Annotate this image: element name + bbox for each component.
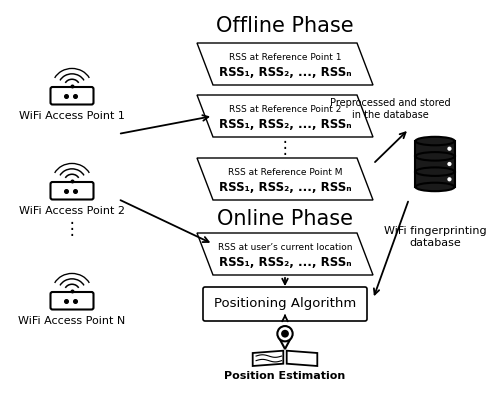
Polygon shape xyxy=(278,337,291,349)
Text: WiFi Access Point 2: WiFi Access Point 2 xyxy=(19,206,125,216)
Polygon shape xyxy=(197,43,373,85)
Bar xyxy=(70,86,74,90)
Polygon shape xyxy=(252,351,284,366)
Ellipse shape xyxy=(416,167,455,176)
Text: WiFi Access Point 1: WiFi Access Point 1 xyxy=(19,111,125,121)
Ellipse shape xyxy=(416,152,455,161)
Text: Positioning Algorithm: Positioning Algorithm xyxy=(214,297,356,310)
Circle shape xyxy=(282,331,288,337)
Circle shape xyxy=(448,162,452,166)
Circle shape xyxy=(278,326,292,341)
Text: RSS₁, RSS₂, ..., RSSₙ: RSS₁, RSS₂, ..., RSSₙ xyxy=(218,256,352,269)
Text: WiFi fingerprinting
database: WiFi fingerprinting database xyxy=(384,226,486,247)
Text: Online Phase: Online Phase xyxy=(217,209,353,229)
FancyBboxPatch shape xyxy=(50,292,94,310)
Bar xyxy=(416,141,455,156)
Polygon shape xyxy=(197,233,373,275)
Text: RSS₁, RSS₂, ..., RSSₙ: RSS₁, RSS₂, ..., RSSₙ xyxy=(218,66,352,79)
Text: RSS₁, RSS₂, ..., RSSₙ: RSS₁, RSS₂, ..., RSSₙ xyxy=(218,181,352,194)
Text: ⋮: ⋮ xyxy=(64,220,80,238)
Text: Position Estimation: Position Estimation xyxy=(224,371,346,381)
Text: Offline Phase: Offline Phase xyxy=(216,16,354,36)
Text: ⋮: ⋮ xyxy=(276,139,293,156)
Polygon shape xyxy=(197,158,373,200)
Polygon shape xyxy=(286,351,318,366)
Bar xyxy=(416,156,455,172)
Text: WiFi Access Point N: WiFi Access Point N xyxy=(18,316,126,326)
FancyBboxPatch shape xyxy=(50,182,94,199)
Polygon shape xyxy=(197,95,373,137)
Circle shape xyxy=(448,177,452,181)
FancyBboxPatch shape xyxy=(203,287,367,321)
Text: RSS at Reference Point 2: RSS at Reference Point 2 xyxy=(229,105,341,114)
Text: RSS at Reference Point 1: RSS at Reference Point 1 xyxy=(229,53,341,62)
Text: RSS at Reference Point M: RSS at Reference Point M xyxy=(228,168,342,177)
Text: RSS at user’s current location: RSS at user’s current location xyxy=(218,243,352,252)
FancyBboxPatch shape xyxy=(50,87,94,104)
Bar xyxy=(416,172,455,187)
Ellipse shape xyxy=(416,183,455,191)
Bar xyxy=(70,291,74,295)
Circle shape xyxy=(448,147,452,151)
Text: RSS₁, RSS₂, ..., RSSₙ: RSS₁, RSS₂, ..., RSSₙ xyxy=(218,118,352,131)
Text: Preprocessed and stored
in the database: Preprocessed and stored in the database xyxy=(330,98,450,120)
Bar xyxy=(70,181,74,185)
Ellipse shape xyxy=(416,137,455,145)
